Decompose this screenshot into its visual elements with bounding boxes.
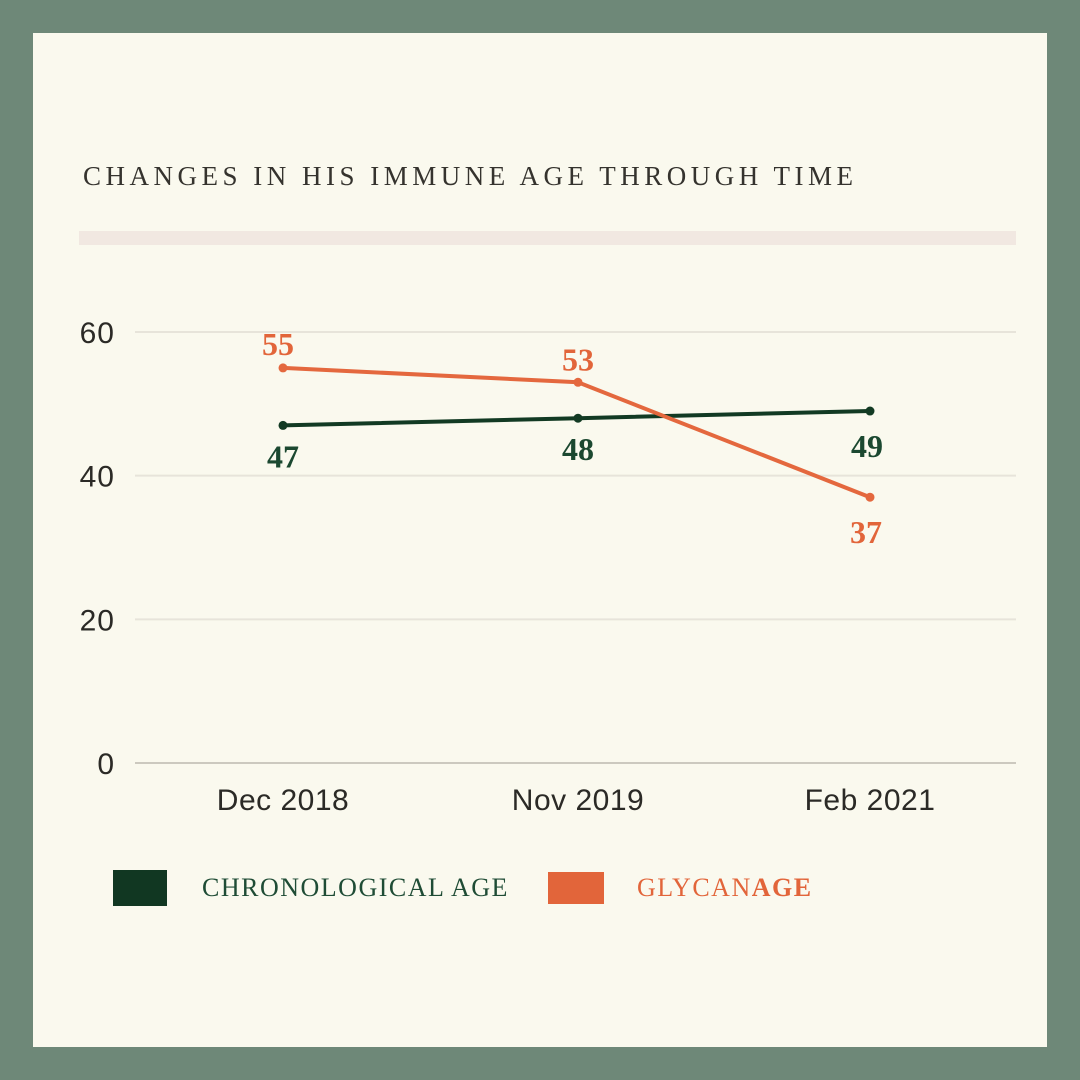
value-label-chronological-age-nov-2019: 48 bbox=[562, 431, 594, 467]
chart-card bbox=[33, 33, 1047, 1047]
chronological-age-swatch-icon bbox=[113, 870, 167, 906]
value-label-chronological-age-dec-2018: 47 bbox=[267, 438, 299, 474]
data-point-chronological-age-feb-2021 bbox=[865, 406, 875, 416]
value-label-glycanage-nov-2019: 53 bbox=[562, 341, 594, 377]
x-axis-label-nov-2019: Nov 2019 bbox=[512, 784, 644, 817]
data-point-chronological-age-dec-2018 bbox=[278, 420, 288, 430]
y-tick-label-20: 20 bbox=[80, 604, 115, 637]
glycanage-label: GLYCANAGE bbox=[637, 873, 813, 903]
page-title: CHANGES IN HIS IMMUNE AGE THROUGH TIME bbox=[83, 161, 858, 191]
y-tick-label-40: 40 bbox=[80, 461, 115, 494]
x-axis-label-dec-2018: Dec 2018 bbox=[217, 784, 349, 817]
title-divider bbox=[79, 231, 1016, 245]
glycanage-swatch-icon bbox=[548, 872, 604, 904]
glycanage-label-prefix: GLYCAN bbox=[637, 873, 752, 902]
value-label-glycanage-feb-2021: 37 bbox=[850, 514, 882, 550]
legend-item-chronological-age: CHRONOLOGICAL AGE bbox=[113, 868, 509, 908]
chronological-age-label: CHRONOLOGICAL AGE bbox=[202, 873, 509, 902]
glycanage-label-bold: AGE bbox=[751, 873, 813, 902]
data-point-glycanage-dec-2018 bbox=[278, 363, 288, 373]
data-point-glycanage-nov-2019 bbox=[573, 377, 583, 387]
data-point-glycanage-feb-2021 bbox=[865, 492, 875, 502]
y-tick-label-0: 0 bbox=[97, 748, 115, 781]
y-tick-label-60: 60 bbox=[80, 317, 115, 350]
legend-item-glycanage: GLYCANAGE bbox=[548, 868, 813, 908]
value-label-glycanage-dec-2018: 55 bbox=[262, 326, 294, 362]
value-label-chronological-age-feb-2021: 49 bbox=[851, 428, 883, 464]
data-point-chronological-age-nov-2019 bbox=[573, 413, 583, 423]
x-axis-label-feb-2021: Feb 2021 bbox=[805, 784, 936, 817]
chart-legend: CHRONOLOGICAL AGE GLYCANAGE bbox=[0, 868, 1080, 908]
